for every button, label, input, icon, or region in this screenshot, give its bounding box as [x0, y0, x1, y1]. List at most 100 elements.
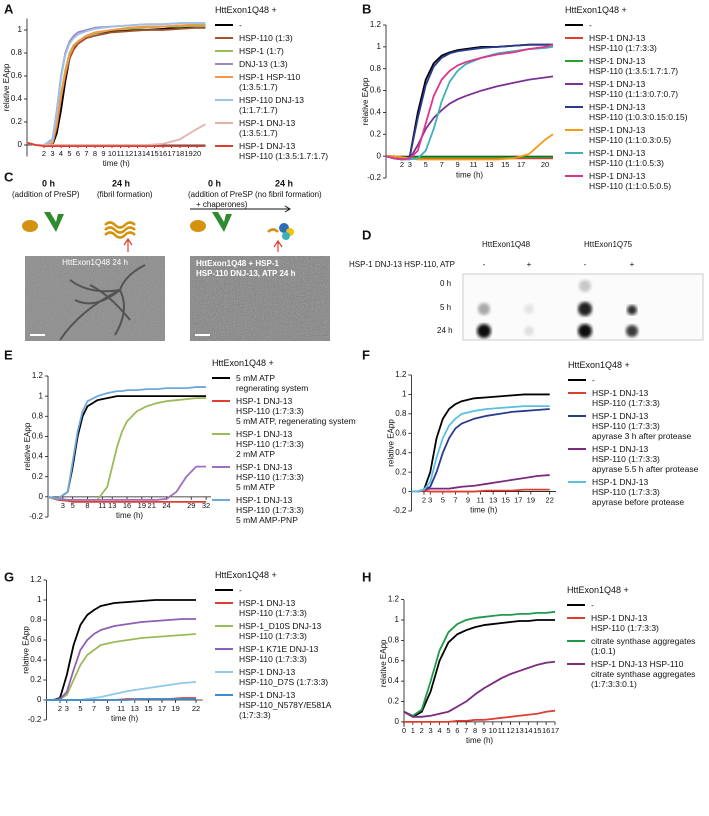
legend-label: HSP-1 DNJ-13 HSP-110 (1:7:3:3) apyrase 3… [592, 411, 692, 441]
micrograph-caption: HttExon1Q48 + HSP-1 [196, 259, 279, 268]
legend-swatch [567, 604, 585, 606]
x-tick-label: 17 [158, 704, 166, 713]
legend-title: HttExon1Q48 + [215, 5, 277, 15]
x-tick-label: 15 [501, 160, 509, 169]
y-tick-label: 0.4 [30, 655, 42, 664]
legend-swatch [567, 617, 585, 619]
row-label: 24 h [437, 326, 453, 335]
chart: G -0.2 0 0.2 0.4 0.6 0.8 1 1.2 2 3 5 7 9 11 13 15 17 19 22 t… [4, 569, 203, 724]
x-tick-label: 17 [517, 160, 525, 169]
legend-entry: HSP-1 DNJ-13 HSP-110 (1:7:3:3) 2 mM ATP [212, 429, 357, 459]
x-tick-label: 13 [515, 726, 523, 735]
x-tick-label: 20 [541, 160, 549, 169]
x-tick-label: 3 [50, 149, 54, 158]
x-tick-label: 3 [428, 496, 432, 505]
substrate-icon [267, 228, 279, 233]
legend-swatch [215, 589, 233, 591]
x-tick-label: 19 [171, 704, 179, 713]
series-line [26, 23, 206, 146]
legend-entry: HSP-1 DNJ-13 HSP-110 (1:1:3:0.7:0.7) [565, 79, 707, 99]
legend-swatch [565, 24, 583, 26]
x-tick-label: 19 [138, 501, 146, 510]
x-tick-label: 7 [440, 160, 444, 169]
x-axis-label: time (h) [111, 714, 138, 723]
legend-label: HSP-1 (1:7) [239, 46, 284, 56]
legend-entry: HSP-1 DNJ-13 HSP-110 (1:7:3:3) 5 mM AMP-… [212, 495, 357, 525]
legend-entry: HSP-1 DNJ-13 HSP-110 (1:7:3:3) [565, 33, 707, 53]
x-tick-label: 9 [482, 726, 486, 735]
y-tick-label: 0.8 [395, 409, 407, 418]
series-line [404, 709, 556, 723]
x-tick-label: 2 [422, 496, 426, 505]
x-tick-label: 16 [123, 501, 131, 510]
legend-swatch [215, 625, 233, 627]
legend-entry: HSP-1 DNJ-13 HSP-110 (1:7:3:3) apyrase b… [568, 477, 708, 507]
legend-entry: HSP-1 DNJ-13 HSP-110 (1:7:3:3) [567, 613, 707, 633]
x-tick-label: 15 [502, 496, 510, 505]
legend: HttExon1Q48 + - HSP-1 DNJ-13 HSP-110 (1:7:… [567, 585, 707, 689]
legend-swatch [215, 671, 233, 673]
y-tick-label: 0.2 [395, 467, 407, 476]
x-tick-label: 3 [61, 501, 65, 510]
legend-swatch [212, 499, 230, 501]
x-tick-label: 20 [193, 149, 201, 158]
x-tick-label: 6 [455, 726, 459, 735]
legend-label: HSP-1 DNJ-13 HSP-110 (1:7:3:3) 2 mM ATP [236, 429, 304, 459]
legend-label: HSP-1 DNJ-13 HSP-110 (1:7:3:3) [239, 598, 307, 618]
chart: F -0.2 0 0.2 0.4 0.6 0.8 1 1.2 2 3 5 7 9 11 13 15 17 19 22 t… [362, 347, 556, 515]
y-tick-label: -0.2 [28, 715, 42, 724]
legend-entry: HSP-1 DNJ-13 HSP-110 (1:7:3:3) [568, 388, 708, 408]
row-label: 5 h [440, 303, 451, 312]
legend-label: - [591, 600, 594, 610]
legend-swatch [568, 481, 586, 483]
legend-entry: - [567, 600, 707, 610]
x-tick-label: 18 [176, 149, 184, 158]
x-tick-label: 5 [71, 501, 75, 510]
legend-swatch [567, 640, 585, 642]
y-tick-label: 0.8 [11, 48, 23, 57]
y-axis-label: relative EApp [22, 626, 31, 674]
legend-entry: HSP-1_D10S DNJ-13 HSP-110 (1:7:3:3) [215, 621, 355, 641]
y-tick-label: 0.2 [370, 129, 382, 138]
series-line [47, 397, 207, 501]
x-tick-label: 2 [58, 704, 62, 713]
y-tick-label: 1 [395, 615, 400, 624]
x-tick-label: 12 [506, 726, 514, 735]
legend-entry: HSP-1 DNJ-13 HSP-110 (1:3.5:1.7:1.7) [565, 56, 707, 76]
x-tick-label: 13 [131, 704, 139, 713]
blot-dot [478, 303, 490, 315]
chart: B -0.2 0 0.2 0.4 0.6 0.8 1 1.2 2 3 5 7 9 11 13 15 17 20 tim… [361, 1, 554, 182]
legend-title: HttExon1Q48 + [567, 585, 629, 595]
series-line [411, 488, 550, 493]
legend-label: HSP-1 DNJ-13 HSP-110 (1:7:3:3) 5 mM ATP,… [236, 396, 356, 426]
legend-label: HSP-1 DNJ-13 HSP-110_N578Y/E581A (1:7:3:… [239, 690, 332, 720]
x-axis-label: time (h) [116, 511, 143, 520]
column-header: HttExon1Q48 [482, 240, 531, 249]
step-note: + chaperones) [196, 200, 248, 209]
x-tick-label: 13 [133, 149, 141, 158]
y-tick-label: 0.8 [30, 615, 42, 624]
x-tick-label: 8 [473, 726, 477, 735]
legend-swatch [215, 76, 233, 78]
x-tick-label: 9 [101, 149, 105, 158]
protease-icon [44, 212, 64, 232]
blot-dot [524, 326, 534, 336]
step-note: (fibril formation) [97, 190, 153, 199]
x-tick-label: 11 [498, 726, 506, 735]
legend-entry: 5 mM ATP regnerating system [212, 373, 357, 393]
legend-entry: - [215, 585, 355, 595]
series-line [411, 405, 550, 493]
legend-swatch [215, 648, 233, 650]
treatment-label: HSP-1 DNJ-13 HSP-110, ATP [349, 260, 455, 269]
legend-label: HSP-1 DNJ-13 HSP-110 (1:7:3:3) [591, 613, 659, 633]
x-axis-label: time (h) [103, 159, 130, 168]
legend-label: HSP-1 DNJ-13 HSP-110_D7S (1:7:3:3) [239, 667, 329, 687]
legend-entry: HSP-110 (1:3) [215, 33, 355, 43]
legend-swatch [215, 63, 233, 65]
y-tick-label: -0.2 [367, 173, 381, 182]
step-note: (addition of PreSP) [12, 190, 80, 199]
x-tick-label: 9 [466, 496, 470, 505]
legend-entry: HSP-1 (1:7) [215, 46, 355, 56]
legend-entry: - [565, 20, 707, 30]
panel-label: H [362, 569, 371, 584]
